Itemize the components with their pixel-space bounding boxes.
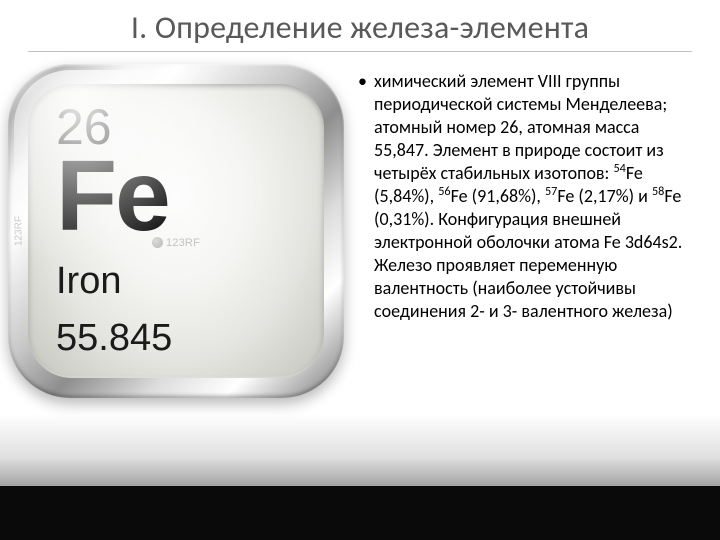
watermark-center: 123RF <box>152 237 200 249</box>
description-text: химический элемент VIII группы периодиче… <box>358 70 690 323</box>
desc-part-2: Fe (91,68%), <box>451 185 545 207</box>
slide-title: I. Определение железа-элемента <box>28 8 692 52</box>
bottom-bar <box>0 486 720 540</box>
element-symbol: Fe <box>56 150 296 242</box>
element-name: Iron <box>56 260 296 303</box>
atomic-mass: 55.845 <box>56 317 296 360</box>
element-tile: 26 Fe Iron 55.845 123RF 123RF <box>8 64 344 398</box>
content-row: 26 Fe Iron 55.845 123RF 123RF химический… <box>28 66 692 530</box>
watermark-left: 123RF <box>14 216 25 246</box>
tile-frame: 26 Fe Iron 55.845 123RF <box>8 64 344 398</box>
isotope-sup-2: 57 <box>545 184 557 199</box>
description-panel: химический элемент VIII группы периодиче… <box>358 66 692 530</box>
tile-face: 26 Fe Iron 55.845 123RF <box>28 84 324 378</box>
watermark-icon <box>152 237 163 248</box>
isotope-sup-3: 58 <box>652 184 664 199</box>
desc-part-3: Fe (2,17%) и <box>557 185 652 207</box>
isotope-sup-1: 56 <box>438 184 450 199</box>
slide: I. Определение железа-элемента 26 Fe Iro… <box>0 0 720 540</box>
isotope-sup-0: 54 <box>613 161 625 176</box>
watermark-text: 123RF <box>166 237 200 249</box>
